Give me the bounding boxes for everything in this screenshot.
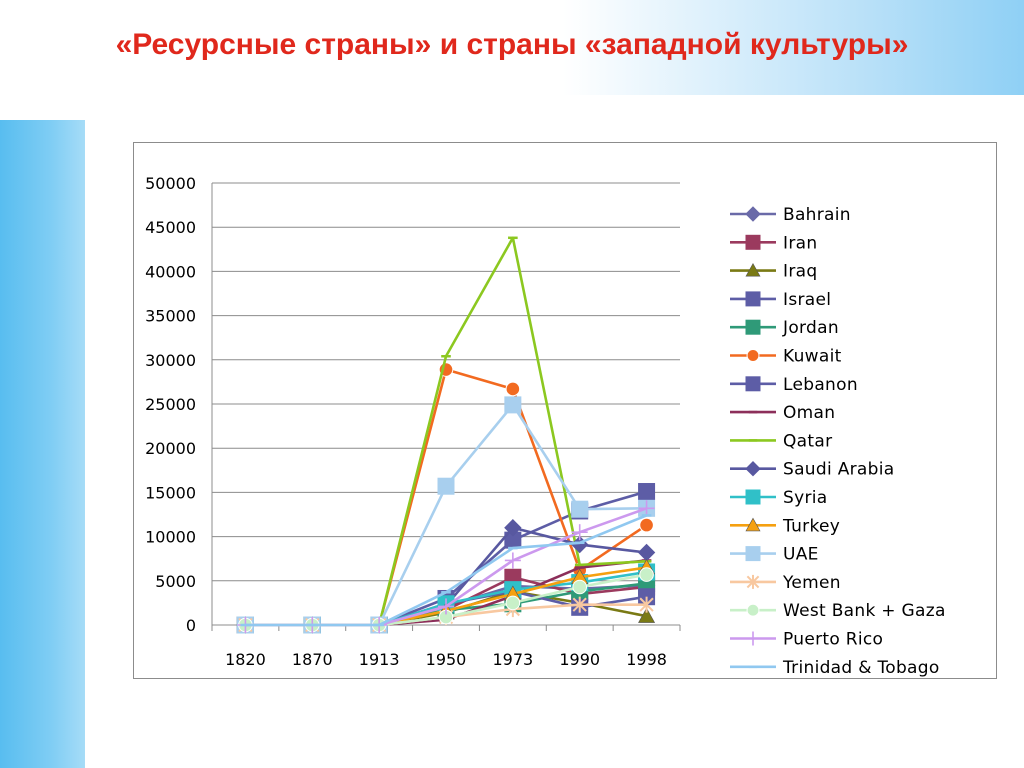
legend-item-puerto-rico: Puerto Rico — [730, 630, 883, 650]
data-point-kuwait — [639, 517, 654, 533]
x-axis-tick-labels: 1820 1870 1913 1950 1973 1990 1998 — [225, 650, 667, 669]
legend-marker — [745, 376, 761, 392]
legend-marker — [745, 460, 761, 477]
y-tick-label: 5000 — [155, 572, 196, 591]
y-tick-label: 40000 — [145, 262, 196, 281]
legend-marker — [745, 489, 761, 505]
legend-item-kuwait: Kuwait — [730, 347, 842, 367]
y-axis-tick-labels: 0 5000 10000 15000 20000 25000 30000 35000 40000… — [145, 174, 196, 635]
legend-marker — [745, 319, 761, 335]
y-tick-label: 0 — [186, 616, 196, 635]
legend-item-yemen: Yemen — [730, 573, 841, 593]
data-point-puerto-rico — [571, 524, 588, 541]
y-tick-label: 45000 — [145, 218, 196, 237]
header-band — [0, 0, 1024, 95]
data-point-puerto-rico — [504, 552, 521, 569]
legend-item-israel: Israel — [730, 290, 831, 310]
data-point-kuwait — [505, 381, 521, 397]
legend-label: Jordan — [782, 318, 839, 338]
x-tick-label: 1870 — [292, 650, 333, 669]
legend-item-jordan: Jordan — [730, 318, 839, 338]
legend-marker — [745, 262, 761, 277]
legend-label: Bahrain — [783, 205, 851, 225]
data-point-yemen — [572, 596, 587, 613]
data-point-west-bank-gaza — [639, 567, 654, 582]
legend-marker — [745, 206, 761, 222]
y-tick-label: 25000 — [145, 395, 196, 414]
legend-label: Puerto Rico — [783, 630, 883, 650]
y-tick-label: 50000 — [145, 174, 196, 193]
y-tick-label: 35000 — [145, 307, 196, 326]
legend-item-trinidad-tobago: Trinidad & Tobago — [730, 658, 940, 678]
legend-item-bahrain: Bahrain — [730, 205, 851, 225]
x-tick-label: 1950 — [426, 650, 467, 669]
chart-legend: Bahrain Iran Iraq Israel Jordan Kuwait Lebanon… — [730, 205, 946, 678]
legend-item-iran: Iran — [730, 233, 817, 253]
legend-item-syria: Syria — [730, 488, 827, 508]
x-tick-label: 1820 — [225, 650, 266, 669]
legend-label: West Bank + Gaza — [783, 601, 946, 621]
legend-label: Lebanon — [783, 375, 858, 395]
x-tick-label: 1973 — [492, 650, 533, 669]
legend-label: Israel — [783, 290, 831, 310]
legend-marker — [746, 603, 760, 617]
data-point-west-bank-gaza — [505, 595, 521, 611]
legend-marker — [745, 291, 761, 307]
data-point-west-bank-gaza — [572, 579, 588, 595]
legend-label: Saudi Arabia — [783, 460, 894, 480]
legend-label: Iran — [783, 233, 817, 253]
y-tick-label: 30000 — [145, 351, 196, 370]
slide-title: «Ресурсные страны» и страны «западной ку… — [115, 28, 909, 61]
y-tick-label: 10000 — [145, 528, 196, 547]
legend-item-iraq: Iraq — [730, 262, 817, 282]
legend-label: Kuwait — [783, 347, 842, 367]
y-tick-label: 15000 — [145, 483, 196, 502]
data-point-uae — [504, 396, 522, 414]
data-point-saudi-arabia — [637, 543, 656, 562]
legend-marker — [746, 574, 760, 589]
legend-label: Iraq — [783, 262, 817, 282]
data-point-puerto-rico — [638, 500, 655, 517]
x-tick-label: 1990 — [559, 650, 600, 669]
legend-marker — [745, 234, 761, 250]
legend-item-qatar: Qatar — [730, 431, 832, 451]
legend-label: Qatar — [783, 431, 832, 451]
legend-marker — [745, 517, 761, 532]
chart-series — [236, 236, 656, 634]
legend-item-oman: Oman — [730, 403, 835, 423]
x-tick-label: 1998 — [626, 650, 667, 669]
x-tick-label: 1913 — [359, 650, 400, 669]
data-point-uae — [571, 500, 589, 518]
legend-marker — [746, 631, 760, 646]
data-point-iraq — [638, 607, 656, 623]
data-point-uae — [437, 477, 455, 495]
legend-label: Oman — [783, 403, 835, 423]
data-point-saudi-arabia — [504, 519, 522, 537]
legend-label: Trinidad & Tobago — [782, 658, 940, 678]
y-tick-label: 20000 — [145, 439, 196, 458]
legend-item-saudi-arabia: Saudi Arabia — [730, 460, 894, 480]
data-point-israel — [638, 483, 656, 501]
data-point-yemen — [639, 596, 654, 613]
legend-item-west-bank-gaza: West Bank + Gaza — [730, 601, 946, 621]
legend-label: Syria — [783, 488, 827, 508]
legend-label: UAE — [783, 545, 819, 565]
side-band — [0, 120, 85, 768]
legend-marker — [745, 546, 761, 562]
data-point-puerto-rico — [438, 598, 454, 615]
legend-label: Yemen — [782, 573, 841, 593]
legend-item-turkey: Turkey — [730, 516, 840, 536]
legend-item-lebanon: Lebanon — [730, 375, 858, 395]
legend-item-uae: UAE — [730, 545, 819, 565]
legend-marker — [746, 349, 760, 362]
legend-label: Turkey — [782, 516, 840, 536]
